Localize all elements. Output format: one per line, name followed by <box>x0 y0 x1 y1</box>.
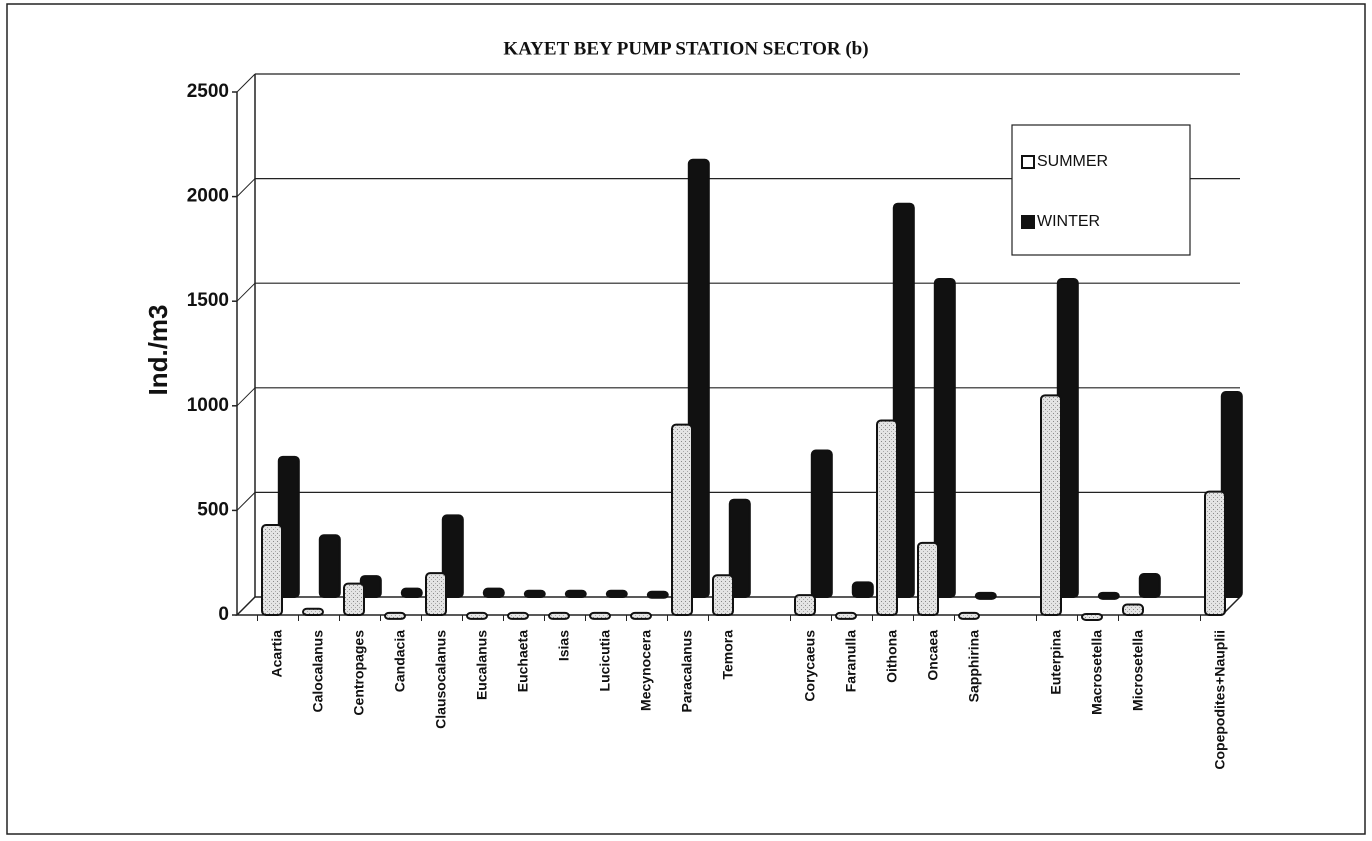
legend-label: SUMMER <box>1037 153 1108 170</box>
grid-line <box>236 492 256 511</box>
x-tick-label: Mecynocera <box>638 630 654 711</box>
grid-line <box>236 282 256 302</box>
x-tick-label: Euterpina <box>1048 630 1064 695</box>
bar <box>318 534 341 599</box>
frame <box>6 3 1366 835</box>
bar <box>917 541 939 616</box>
bar <box>343 582 365 616</box>
bar <box>810 449 833 598</box>
bar <box>876 419 898 616</box>
bar <box>851 581 874 599</box>
bar <box>646 590 669 599</box>
x-tick-label: Centropages <box>351 630 367 716</box>
x-tick-label: Euchaeta <box>515 630 531 692</box>
x-tick-label: Corycaeus <box>802 630 818 702</box>
x-tick-label: Lucicutia <box>597 630 613 692</box>
x-tick-label: Faranulla <box>843 630 859 692</box>
chart-title: KAYET BEY PUMP STATION SECTOR (b) <box>503 38 868 59</box>
bar <box>1122 603 1144 616</box>
y-axis-label: Ind./m3 <box>143 304 173 395</box>
bar <box>728 498 751 598</box>
bar <box>933 278 956 598</box>
grid-line <box>236 387 256 407</box>
bar <box>892 202 915 598</box>
y-tick-label: 1500 <box>187 290 229 311</box>
legend-label: WINTER <box>1037 213 1100 230</box>
bar <box>441 514 464 598</box>
bar <box>630 611 652 620</box>
bar <box>507 611 529 620</box>
bar <box>1138 572 1161 598</box>
x-tick-label: Oncaea <box>925 630 941 681</box>
bar <box>974 591 997 600</box>
x-tick-label: Temora <box>720 630 736 680</box>
bar <box>1204 490 1226 616</box>
x-tick-label: Macrosetella <box>1089 630 1105 715</box>
bar <box>425 572 447 616</box>
bar <box>564 589 587 598</box>
bar <box>1081 612 1103 621</box>
bar <box>400 587 423 599</box>
y-tick-label: 0 <box>218 604 229 625</box>
y-tick-label: 1000 <box>187 395 229 416</box>
y-tick-label: 2500 <box>187 81 229 102</box>
x-tick-label: Copepodites+Nauplii <box>1212 630 1228 770</box>
bar <box>794 594 816 616</box>
bar <box>687 158 710 598</box>
bar <box>482 587 505 599</box>
bar <box>605 589 628 598</box>
bar <box>523 589 546 598</box>
bar <box>671 423 693 616</box>
bar <box>1097 591 1120 600</box>
x-tick-label: Sapphirina <box>966 630 982 703</box>
bar <box>712 574 734 617</box>
bar <box>548 611 570 620</box>
legend-swatch <box>1021 215 1035 229</box>
y-tick-label: 2000 <box>187 186 229 207</box>
x-tick-label: Oithona <box>884 630 900 683</box>
x-tick-label: Acartia <box>269 630 285 678</box>
bar <box>261 524 283 617</box>
bar <box>958 611 980 620</box>
bar <box>384 611 406 620</box>
x-tick-label: Isias <box>556 630 572 661</box>
x-tick-label: Paracalanus <box>679 630 695 713</box>
bar <box>1040 394 1062 616</box>
bar <box>302 607 324 616</box>
y-tick-label: 500 <box>197 499 229 520</box>
x-tick-label: Microsetella <box>1130 630 1146 711</box>
bar <box>589 611 611 620</box>
bar <box>835 611 857 620</box>
x-tick-label: Eucalanus <box>474 630 490 700</box>
grid-line <box>236 73 256 93</box>
x-tick-label: Candacia <box>392 630 408 692</box>
x-tick-label: Clausocalanus <box>433 630 449 729</box>
bar <box>466 611 488 620</box>
grid-line <box>236 178 256 197</box>
legend-box <box>1011 124 1191 256</box>
x-tick-label: Calocalanus <box>310 630 326 713</box>
legend-swatch <box>1021 155 1035 169</box>
